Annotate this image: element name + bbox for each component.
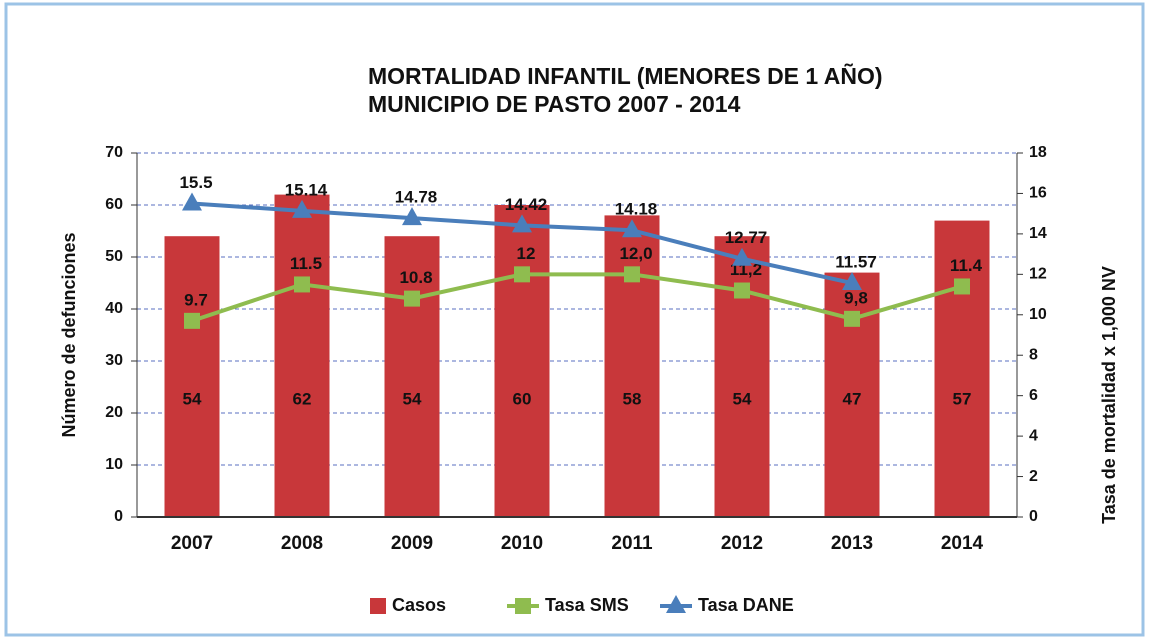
marker xyxy=(842,272,862,291)
marker xyxy=(515,598,531,614)
x-tick-label: 2007 xyxy=(171,533,213,554)
y-tick-label: 20 xyxy=(105,404,123,421)
marker xyxy=(294,276,310,293)
y-axis-label: Número de defunciones xyxy=(59,232,79,437)
y2-tick-label: 4 xyxy=(1029,427,1038,444)
y2-tick-label: 8 xyxy=(1029,346,1038,363)
marker xyxy=(514,266,530,283)
marker xyxy=(732,247,752,266)
y2-tick-label: 14 xyxy=(1029,225,1047,242)
x-tick-label: 2008 xyxy=(281,533,323,554)
x-tick-label: 2012 xyxy=(721,533,763,554)
legend-label: Casos xyxy=(392,595,446,615)
y-tick-label: 0 xyxy=(114,508,123,525)
y-tick-label: 70 xyxy=(105,144,123,161)
y-tick-label: 50 xyxy=(105,248,123,265)
y-tick-label: 30 xyxy=(105,352,123,369)
y2-tick-label: 12 xyxy=(1029,266,1047,283)
y2-axis-label: Tasa de mortalidad x 1,000 NV xyxy=(1099,266,1119,524)
line-value-label: 15.14 xyxy=(285,180,328,199)
x-tick-label: 2010 xyxy=(501,533,543,554)
marker xyxy=(512,214,532,233)
line-value-label: 15.5 xyxy=(179,173,212,192)
marker xyxy=(666,595,686,613)
bar xyxy=(274,194,330,517)
x-tick-label: 2014 xyxy=(941,533,984,554)
line-value-label: 11.4 xyxy=(950,256,983,275)
bar xyxy=(934,220,990,517)
marker xyxy=(622,219,642,238)
bar-value-label: 57 xyxy=(953,389,972,408)
marker xyxy=(402,207,422,226)
marker xyxy=(182,192,202,211)
y-tick-label: 60 xyxy=(105,196,123,213)
y2-tick-label: 18 xyxy=(1029,144,1047,161)
line-value-label: 12,0 xyxy=(619,244,652,263)
line-value-label: 9,8 xyxy=(844,288,868,307)
line-value-label: 9.7 xyxy=(184,290,208,309)
bar-value-label: 54 xyxy=(733,389,752,408)
y-tick-label: 10 xyxy=(105,456,123,473)
bar xyxy=(384,236,440,517)
marker xyxy=(624,266,640,283)
bar-value-label: 54 xyxy=(183,389,202,408)
bar-value-label: 62 xyxy=(293,389,312,408)
x-tick-label: 2009 xyxy=(391,533,433,554)
line-value-label: 11.57 xyxy=(835,253,877,272)
legend-label: Tasa SMS xyxy=(545,595,629,615)
bar-value-label: 47 xyxy=(843,389,862,408)
marker xyxy=(734,282,750,299)
bar xyxy=(164,236,220,517)
line-value-label: 12.77 xyxy=(725,228,768,247)
marker xyxy=(954,278,970,295)
bar xyxy=(494,205,550,517)
chart-title: MORTALIDAD INFANTIL (MENORES DE 1 AÑO) xyxy=(368,62,883,89)
x-tick-label: 2011 xyxy=(611,533,653,554)
line-value-label: 14.42 xyxy=(505,195,548,214)
legend-swatch xyxy=(370,598,386,614)
line-value-label: 12 xyxy=(517,244,536,263)
bar xyxy=(604,215,660,517)
chart-subtitle: MUNICIPIO DE PASTO 2007 - 2014 xyxy=(368,91,741,117)
line-value-label: 14.18 xyxy=(615,200,658,219)
line-value-label: 11.5 xyxy=(290,254,322,273)
legend-label: Tasa DANE xyxy=(698,595,794,615)
bar-value-label: 54 xyxy=(403,389,422,408)
marker xyxy=(184,312,200,329)
marker xyxy=(844,310,860,327)
y2-tick-label: 2 xyxy=(1029,468,1038,485)
y-tick-label: 40 xyxy=(105,300,123,317)
bar-value-label: 58 xyxy=(623,389,642,408)
y2-tick-label: 10 xyxy=(1029,306,1047,323)
bar-value-label: 60 xyxy=(513,389,532,408)
marker xyxy=(404,290,420,307)
line-value-label: 14.78 xyxy=(395,188,438,207)
line xyxy=(191,272,963,323)
marker xyxy=(292,199,312,218)
y2-tick-label: 6 xyxy=(1029,387,1038,404)
y2-tick-label: 16 xyxy=(1029,185,1047,202)
y2-tick-label: 0 xyxy=(1029,508,1038,525)
line-value-label: 10.8 xyxy=(399,268,432,287)
x-tick-label: 2013 xyxy=(831,533,873,554)
